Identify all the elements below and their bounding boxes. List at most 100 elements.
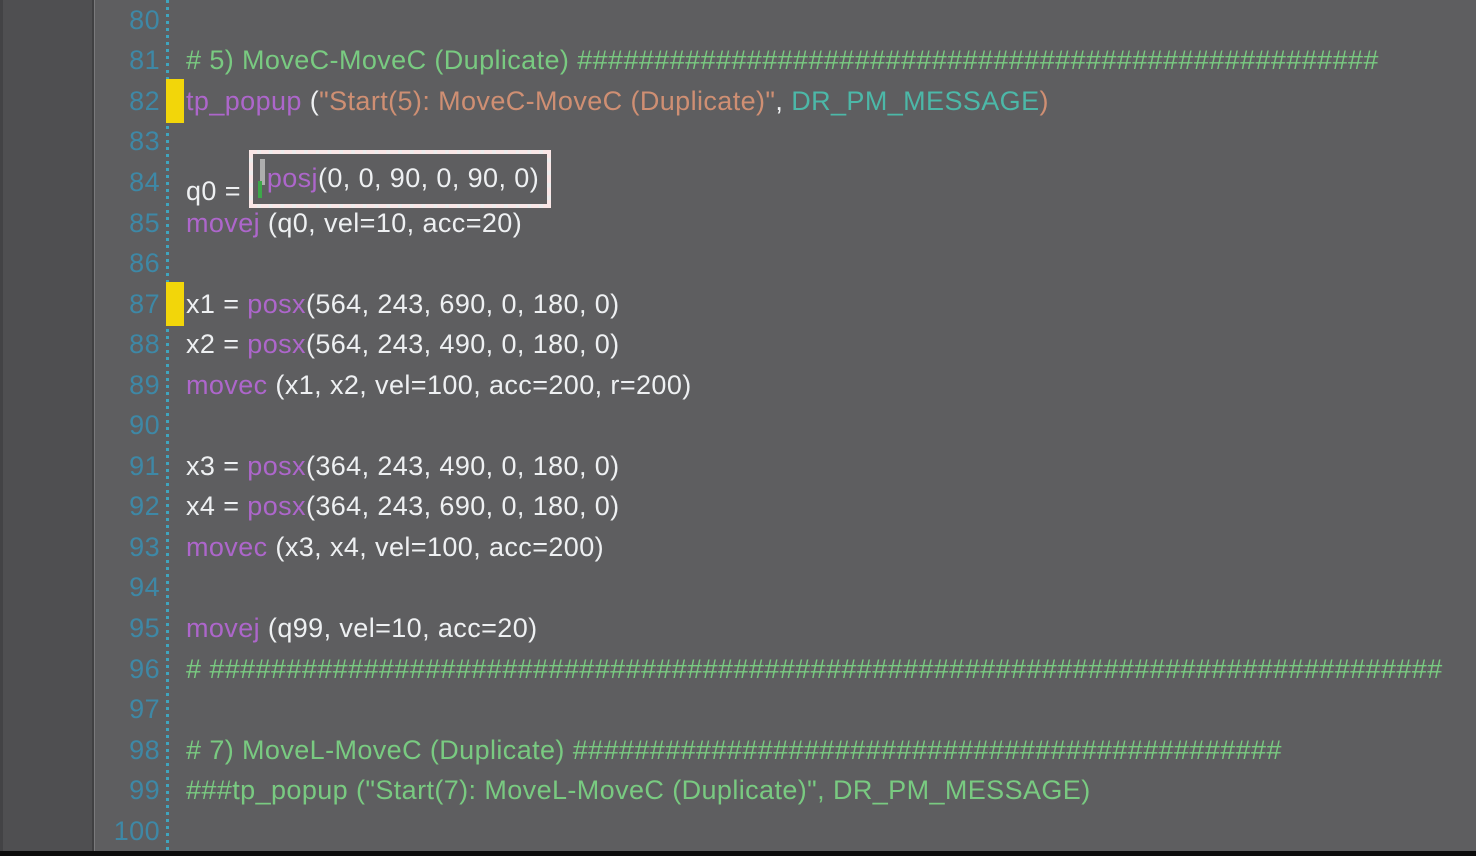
code-text: movec (x3, x4, vel=100, acc=200)	[186, 532, 1476, 563]
line-number[interactable]: 97	[129, 694, 160, 725]
bookmark-gutter[interactable]	[160, 649, 186, 690]
code-token: x1 =	[186, 288, 248, 319]
bookmark-gutter[interactable]	[160, 608, 186, 649]
bookmark-gutter[interactable]	[160, 324, 186, 365]
code-text: # 5) MoveC-MoveC (Duplicate) ###########…	[186, 45, 1476, 76]
bookmark-gutter[interactable]	[160, 730, 186, 771]
code-token: (x1, x2, vel=100, acc=200, r=200)	[267, 369, 692, 400]
code-text: x1 = posx(564, 243, 690, 0, 180, 0)	[186, 289, 1476, 320]
line-number[interactable]: 90	[129, 410, 160, 441]
line-number[interactable]: 86	[129, 248, 160, 279]
code-line[interactable]: 92 x4 = posx(364, 243, 690, 0, 180, 0)	[97, 487, 1476, 528]
code-editor[interactable]: 80 81 # 5) MoveC-MoveC (Duplicate) #######…	[97, 0, 1476, 856]
bookmark-gutter[interactable]	[160, 405, 186, 446]
line-number[interactable]: 87	[129, 288, 160, 319]
line-number[interactable]: 81	[129, 45, 160, 76]
code-text: movec (x1, x2, vel=100, acc=200, r=200)	[186, 370, 1476, 401]
code-line[interactable]: 82 tp_popup ("Start(5): MoveC-MoveC (Dupl…	[97, 79, 1476, 124]
line-number[interactable]: 92	[129, 491, 160, 522]
code-token: ###tp_popup ("Start(7): MoveL-MoveC (Dup…	[186, 775, 1091, 806]
bookmark-marker[interactable]	[166, 282, 184, 327]
bookmark-gutter[interactable]	[160, 243, 186, 284]
code-text: # ######################################…	[186, 654, 1476, 685]
bookmark-gutter[interactable]	[160, 122, 186, 163]
code-line[interactable]: 99 ###tp_popup ("Start(7): MoveL-MoveC (D…	[97, 770, 1476, 811]
bookmark-gutter[interactable]	[160, 282, 186, 327]
line-number[interactable]: 91	[129, 450, 160, 481]
code-token: DR_PM_MESSAGE	[791, 85, 1040, 116]
bookmark-gutter[interactable]	[160, 568, 186, 609]
code-line[interactable]: 95 movej (q99, vel=10, acc=20)	[97, 608, 1476, 649]
code-text: tp_popup ("Start(5): MoveC-MoveC (Duplic…	[186, 86, 1476, 117]
bookmark-gutter[interactable]	[160, 365, 186, 406]
code-line[interactable]: 90	[97, 405, 1476, 446]
line-number[interactable]: 93	[129, 531, 160, 562]
code-line[interactable]: 96 # ####################################…	[97, 649, 1476, 690]
code-token: (x3, x4, vel=100, acc=200)	[267, 531, 605, 562]
code-line[interactable]: 93 movec (x3, x4, vel=100, acc=200)	[97, 527, 1476, 568]
code-line[interactable]: 83	[97, 122, 1476, 163]
code-line[interactable]: 97	[97, 689, 1476, 730]
code-token: (564, 243, 690, 0, 180, 0)	[305, 288, 620, 319]
line-number[interactable]: 96	[129, 653, 160, 684]
code-line[interactable]: 88 x2 = posx(564, 243, 490, 0, 180, 0)	[97, 324, 1476, 365]
code-token: tp_popup	[186, 85, 302, 116]
code-text: x4 = posx(364, 243, 690, 0, 180, 0)	[186, 491, 1476, 522]
code-line[interactable]: 100	[97, 811, 1476, 852]
side-panel	[0, 0, 92, 856]
bookmark-gutter[interactable]	[160, 689, 186, 730]
bookmark-gutter[interactable]	[160, 0, 186, 41]
bookmark-gutter[interactable]	[160, 811, 186, 852]
text-caret	[255, 158, 267, 200]
code-line[interactable]: 85 movej (q0, vel=10, acc=20)	[97, 203, 1476, 244]
bookmark-gutter[interactable]	[160, 162, 186, 203]
code-token: movej	[186, 612, 261, 643]
bookmark-gutter[interactable]	[160, 527, 186, 568]
code-line[interactable]: 84 q0 = posj (0, 0, 90, 0, 90, 0)	[97, 149, 1476, 208]
code-line[interactable]: 81 # 5) MoveC-MoveC (Duplicate) #########…	[97, 41, 1476, 82]
code-token: (q99, vel=10, acc=20)	[260, 612, 538, 643]
code-line[interactable]: 89 movec (x1, x2, vel=100, acc=200, r=200…	[97, 365, 1476, 406]
search-match-box: posj (0, 0, 90, 0, 90, 0)	[248, 149, 552, 208]
code-token: # 7) MoveL-MoveC (Duplicate) ###########…	[186, 734, 1282, 765]
line-number[interactable]: 100	[113, 815, 160, 846]
code-line[interactable]: 80	[97, 0, 1476, 41]
line-number[interactable]: 80	[129, 4, 160, 35]
code-line[interactable]: 94	[97, 568, 1476, 609]
code-line[interactable]: 86	[97, 243, 1476, 284]
code-token: posx	[247, 288, 306, 319]
line-number[interactable]: 83	[129, 126, 160, 157]
line-number[interactable]: 89	[129, 369, 160, 400]
bookmark-gutter[interactable]	[160, 487, 186, 528]
line-number[interactable]: 85	[129, 207, 160, 238]
code-token: posx	[247, 329, 306, 360]
code-text: x3 = posx(364, 243, 490, 0, 180, 0)	[186, 451, 1476, 482]
bookmark-gutter[interactable]	[160, 79, 186, 124]
code-token: posj	[266, 163, 318, 194]
bookmark-gutter[interactable]	[160, 446, 186, 487]
code-token: (564, 243, 490, 0, 180, 0)	[305, 329, 620, 360]
line-number[interactable]: 84	[129, 166, 160, 197]
line-number[interactable]: 98	[129, 734, 160, 765]
code-token: posx	[247, 450, 306, 481]
panel-divider	[92, 0, 97, 856]
bookmark-marker[interactable]	[166, 79, 184, 124]
line-number[interactable]: 99	[129, 775, 160, 806]
bookmark-gutter[interactable]	[160, 41, 186, 82]
code-line[interactable]: 98 # 7) MoveL-MoveC (Duplicate) #########…	[97, 730, 1476, 771]
bookmark-gutter[interactable]	[160, 203, 186, 244]
line-number[interactable]: 82	[129, 85, 160, 116]
line-number[interactable]: 95	[129, 612, 160, 643]
code-token: # 5) MoveC-MoveC (Duplicate) ###########…	[186, 45, 1379, 76]
code-token: q0 =	[186, 175, 249, 206]
code-line[interactable]: 87 x1 = posx(564, 243, 690, 0, 180, 0)	[97, 282, 1476, 327]
code-line[interactable]: 91 x3 = posx(364, 243, 490, 0, 180, 0)	[97, 446, 1476, 487]
code-token: x4 =	[186, 491, 248, 522]
code-text: movej (q99, vel=10, acc=20)	[186, 613, 1476, 644]
line-number[interactable]: 88	[129, 329, 160, 360]
line-number[interactable]: 94	[129, 572, 160, 603]
code-token: movec	[186, 369, 268, 400]
bookmark-gutter[interactable]	[160, 770, 186, 811]
code-token: (	[301, 85, 320, 116]
